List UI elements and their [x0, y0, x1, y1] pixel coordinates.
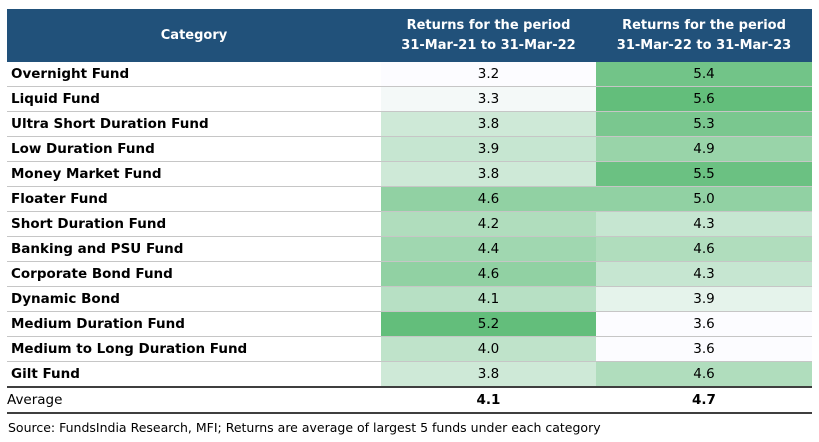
- table-row: Medium Duration Fund 5.2 3.6: [7, 311, 812, 337]
- table-average-section: Average 4.1 4.7: [7, 387, 812, 414]
- table-body: Overnight Fund 3.2 5.4 Liquid Fund 3.3 5.6 Ult…: [7, 62, 812, 388]
- value-cell: 3.9: [381, 136, 596, 162]
- returns-table: Category Returns for the period 31-Mar-2…: [7, 9, 812, 414]
- value-cell: 3.8: [381, 161, 596, 187]
- table-header-row: Category Returns for the period 31-Mar-2…: [7, 9, 812, 62]
- category-cell: Banking and PSU Fund: [7, 236, 381, 262]
- table-row: Banking and PSU Fund 4.4 4.6: [7, 236, 812, 262]
- value-cell: 3.8: [381, 361, 596, 388]
- category-cell: Floater Fund: [7, 186, 381, 212]
- category-cell: Ultra Short Duration Fund: [7, 111, 381, 137]
- table-row: Gilt Fund 3.8 4.6: [7, 361, 812, 388]
- table-row: Ultra Short Duration Fund 3.8 5.3: [7, 111, 812, 137]
- period-2-header-line2: 31-Mar-22 to 31-Mar-23: [616, 37, 792, 53]
- table-row: Dynamic Bond 4.1 3.9: [7, 286, 812, 312]
- period-1-column-header: Returns for the period 31-Mar-21 to 31-M…: [381, 9, 596, 62]
- value-cell: 4.6: [381, 186, 596, 212]
- value-cell: 3.6: [596, 336, 812, 362]
- value-cell: 3.9: [596, 286, 812, 312]
- value-cell: 5.0: [596, 186, 812, 212]
- value-cell: 4.4: [381, 236, 596, 262]
- value-cell: 3.3: [381, 86, 596, 112]
- value-cell: 4.6: [596, 236, 812, 262]
- value-cell: 3.6: [596, 311, 812, 337]
- category-cell: Gilt Fund: [7, 361, 381, 388]
- category-cell: Dynamic Bond: [7, 286, 381, 312]
- category-cell: Liquid Fund: [7, 86, 381, 112]
- value-cell: 4.6: [381, 261, 596, 287]
- category-cell: Short Duration Fund: [7, 211, 381, 237]
- average-value-cell-period-2: 4.7: [596, 387, 812, 414]
- value-cell: 5.4: [596, 62, 812, 87]
- table-row: Corporate Bond Fund 4.6 4.3: [7, 261, 812, 287]
- table-row: Floater Fund 4.6 5.0: [7, 186, 812, 212]
- value-cell: 3.2: [381, 62, 596, 87]
- category-column-header: Category: [7, 9, 381, 62]
- category-cell: Money Market Fund: [7, 161, 381, 187]
- value-cell: 4.1: [381, 286, 596, 312]
- period-2-column-header: Returns for the period 31-Mar-22 to 31-M…: [596, 9, 812, 62]
- table-row: Medium to Long Duration Fund 4.0 3.6: [7, 336, 812, 362]
- value-cell: 3.8: [381, 111, 596, 137]
- average-value-cell-period-1: 4.1: [381, 387, 596, 414]
- value-cell: 4.6: [596, 361, 812, 388]
- period-1-header-line2: 31-Mar-21 to 31-Mar-22: [401, 37, 576, 53]
- category-cell: Low Duration Fund: [7, 136, 381, 162]
- table-row: Overnight Fund 3.2 5.4: [7, 62, 812, 87]
- value-cell: 5.3: [596, 111, 812, 137]
- period-1-header-line1: Returns for the period: [406, 18, 571, 33]
- value-cell: 4.9: [596, 136, 812, 162]
- value-cell: 5.5: [596, 161, 812, 187]
- value-cell: 4.2: [381, 211, 596, 237]
- category-cell: Medium to Long Duration Fund: [7, 336, 381, 362]
- average-label-cell: Average: [7, 387, 381, 414]
- table-row: Low Duration Fund 3.9 4.9: [7, 136, 812, 162]
- value-cell: 4.0: [381, 336, 596, 362]
- period-2-header-line1: Returns for the period: [622, 18, 786, 33]
- category-cell: Overnight Fund: [7, 62, 381, 87]
- source-note: Source: FundsIndia Research, MFI; Return…: [8, 420, 601, 435]
- table-header: Category Returns for the period 31-Mar-2…: [7, 9, 812, 62]
- value-cell: 4.3: [596, 211, 812, 237]
- table-row: Short Duration Fund 4.2 4.3: [7, 211, 812, 237]
- category-cell: Corporate Bond Fund: [7, 261, 381, 287]
- average-row: Average 4.1 4.7: [7, 387, 812, 414]
- table-row: Liquid Fund 3.3 5.6: [7, 86, 812, 112]
- value-cell: 4.3: [596, 261, 812, 287]
- value-cell: 5.6: [596, 86, 812, 112]
- category-cell: Medium Duration Fund: [7, 311, 381, 337]
- value-cell: 5.2: [381, 311, 596, 337]
- table-row: Money Market Fund 3.8 5.5: [7, 161, 812, 187]
